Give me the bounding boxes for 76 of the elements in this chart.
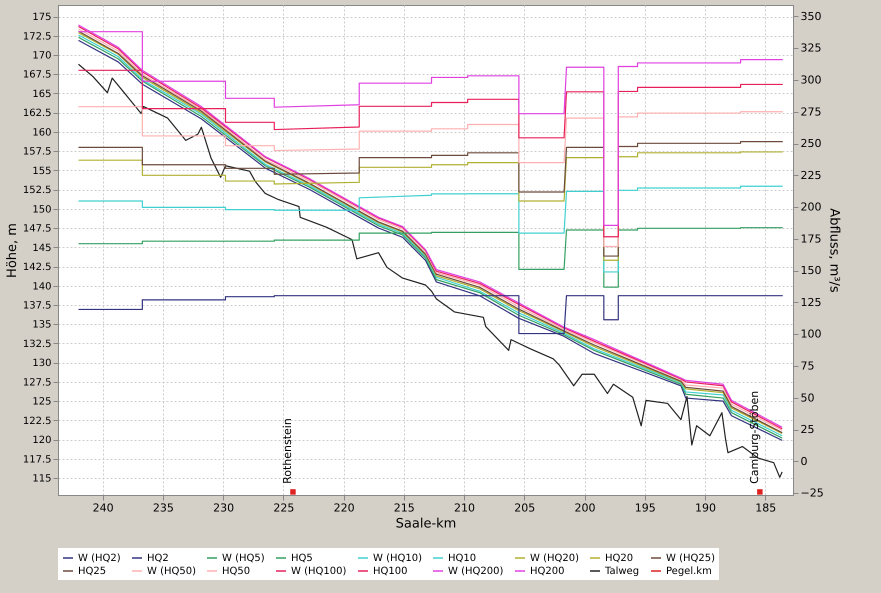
legend-label: W (HQ100) [291, 566, 346, 577]
y2-tick-label: 350 [800, 10, 822, 23]
y-tick-label: 175 [32, 12, 52, 24]
y-tick-label: 117.5 [22, 454, 52, 466]
x-tick-label: 200 [574, 502, 596, 514]
x-tick-label: 205 [514, 502, 536, 514]
y-tick-label: 132.5 [22, 338, 52, 350]
annotation: Camburg-Stöben [748, 390, 761, 484]
x-tick-label: 210 [454, 502, 476, 514]
y-tick-label: 162.5 [22, 108, 52, 120]
y-tick-label: 170 [32, 50, 52, 62]
y-tick-label: 147.5 [22, 224, 52, 235]
y-tick-label: 115 [32, 474, 52, 485]
x-axis-title: Saale-km [396, 516, 456, 532]
y2-tick-label: 50 [800, 391, 814, 404]
y-tick-label: 155 [32, 166, 52, 177]
legend-label: HQ5 [291, 553, 313, 564]
y-tick-label: 135 [32, 320, 52, 331]
y-tick-label: 140 [32, 281, 52, 292]
y-tick-label: 122.5 [22, 416, 52, 427]
y2-tick-label: 250 [800, 137, 822, 150]
y2-axis-title: Abfluss, m³/s [826, 208, 842, 293]
y-tick-label: 167.5 [22, 70, 52, 81]
x-tick-label: 215 [394, 502, 415, 514]
y2-tick-label: 25 [800, 423, 814, 436]
legend-label: HQ25 [78, 566, 106, 577]
y2-tick-label: 200 [800, 200, 822, 214]
y2-tick-label: 125 [800, 296, 822, 309]
y-tick-label: 165 [32, 88, 52, 100]
x-tick-label: 190 [695, 502, 716, 514]
y-tick-label: 152.5 [22, 185, 52, 196]
legend-label: W (HQ10) [373, 553, 422, 564]
y2-tick-label: 175 [800, 232, 822, 246]
y-tick-label: 120 [32, 435, 52, 446]
legend-label: HQ200 [530, 566, 564, 577]
y2-tick-label: 275 [800, 105, 822, 118]
annotation: Rothenstein [280, 418, 294, 484]
x-tick-label: 185 [755, 502, 776, 514]
x-tick-label: 235 [152, 502, 174, 514]
x-tick-label: 225 [273, 502, 294, 514]
legend-label: HQ100 [373, 566, 408, 577]
y2-tick-label: 150 [800, 264, 822, 278]
y-tick-label: 130 [32, 358, 52, 370]
y2-tick-label: 325 [800, 42, 822, 55]
x-tick-label: 230 [213, 502, 234, 514]
y-axis-title: Höhe, m [4, 223, 20, 278]
y2-tick-label: 100 [800, 328, 822, 341]
legend-label: HQ2 [147, 553, 169, 564]
y2-tick-label: 225 [800, 168, 822, 182]
y-tick-label: 150 [32, 204, 52, 216]
legend-label: HQ10 [448, 553, 476, 564]
legend-label: Pegel.km [666, 566, 712, 577]
y-tick-label: 137.5 [22, 300, 52, 312]
y-tick-label: 125 [32, 396, 52, 408]
legend-label: W (HQ5) [222, 553, 265, 564]
y-tick-label: 145 [32, 242, 52, 254]
legend-label: HQ50 [222, 566, 250, 577]
legend-label: W (HQ200) [448, 566, 504, 577]
x-tick-label: 195 [634, 502, 656, 514]
y2-tick-label: −25 [800, 486, 824, 500]
legend-label: Talweg [604, 566, 640, 577]
y-tick-label: 160 [32, 127, 52, 138]
legend-label: W (HQ50) [147, 566, 196, 577]
y-tick-label: 127.5 [22, 377, 52, 388]
y-tick-label: 142.5 [22, 262, 52, 274]
legend-label: W (HQ20) [530, 553, 580, 564]
y2-tick-label: 75 [800, 359, 814, 372]
x-tick-label: 240 [92, 502, 114, 514]
x-tick-label: 220 [334, 502, 355, 514]
y2-tick-label: 300 [800, 73, 822, 86]
legend-label: W (HQ25) [666, 553, 716, 564]
legend-label: HQ20 [605, 553, 634, 564]
y-tick-label: 172.5 [22, 31, 52, 42]
y-tick-label: 157.5 [22, 146, 52, 158]
y2-tick-label: 0 [800, 454, 808, 468]
legend-label: W (HQ2) [78, 553, 121, 564]
